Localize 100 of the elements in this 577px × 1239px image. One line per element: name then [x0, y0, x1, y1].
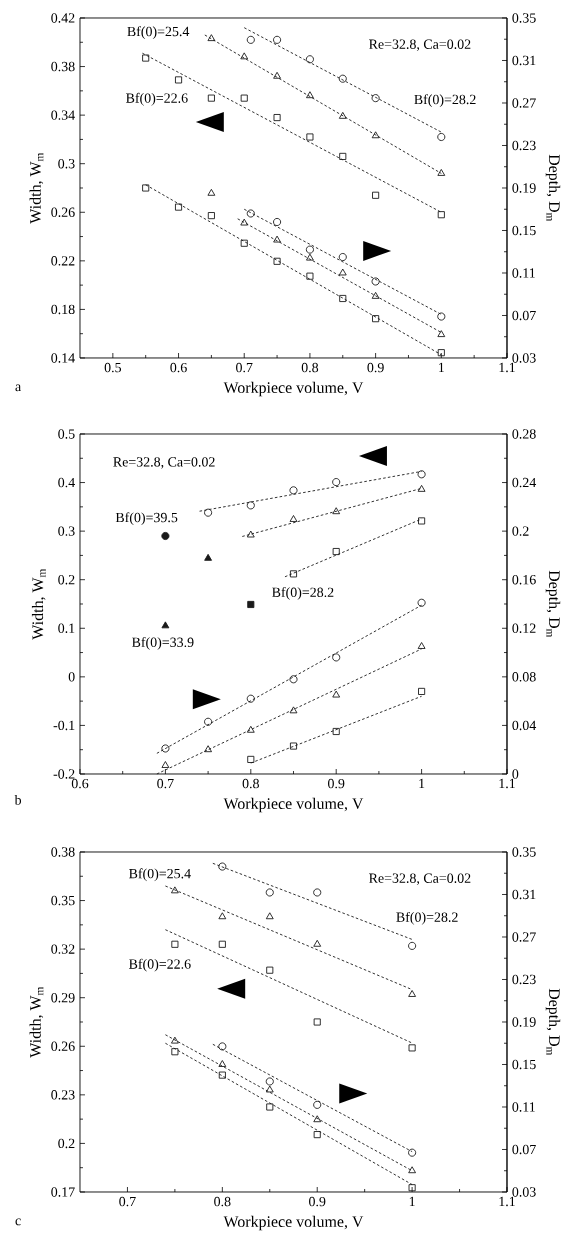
y-tick-label: -0.2	[53, 769, 75, 779]
point	[417, 598, 426, 607]
point	[171, 1048, 179, 1056]
x-tick-label: 1.1	[499, 778, 515, 789]
point	[265, 888, 274, 897]
y-axis-title: Width, W$_{m}$	[29, 986, 44, 1058]
point	[418, 687, 426, 695]
x-tick-label: 0.7	[236, 362, 253, 373]
x-tick-label: 0.6	[170, 362, 187, 373]
point	[437, 330, 446, 338]
point	[218, 862, 227, 871]
point	[265, 912, 274, 920]
x-tick-label: 1.1	[499, 1196, 515, 1207]
point	[161, 761, 170, 768]
annotation: Bf(0)=25.4	[127, 26, 190, 39]
annotation: Bf(0)=22.6	[129, 958, 191, 972]
y2-tick-label: 0.03	[512, 1187, 536, 1197]
y2-axis-title: Depth, D$_{m}$	[545, 988, 561, 1056]
point	[313, 1100, 322, 1109]
point	[306, 272, 314, 280]
text: b	[14, 794, 22, 805]
point	[246, 501, 255, 510]
point	[306, 253, 314, 261]
y-tick-label: 0.5	[58, 429, 75, 439]
point	[273, 71, 281, 79]
point	[273, 235, 281, 243]
point	[289, 486, 298, 495]
point	[218, 1071, 226, 1079]
point	[338, 74, 347, 83]
x-tick-label: 1	[409, 1196, 415, 1207]
point	[437, 349, 445, 357]
y-tick-label: 0.38	[51, 61, 75, 72]
point	[313, 1018, 321, 1026]
point	[408, 990, 417, 997]
point	[313, 1115, 322, 1123]
y2-tick-label: 0	[512, 769, 519, 779]
point	[289, 515, 298, 522]
y2-tick-label: 0.15	[512, 225, 536, 236]
point	[305, 245, 314, 254]
x-tick-label: 0.6	[71, 778, 89, 789]
y-axis-title: Width, W$_{m}$	[31, 568, 46, 640]
point	[417, 484, 426, 492]
point	[246, 725, 255, 733]
point	[142, 54, 150, 62]
y-tick-label: 0.22	[51, 256, 75, 266]
point	[207, 188, 216, 196]
point	[218, 1060, 227, 1067]
point	[306, 133, 314, 141]
x-tick-label: 0.8	[301, 362, 319, 373]
point	[266, 966, 274, 974]
y-tick-label: 0.2	[58, 574, 75, 585]
point	[313, 888, 322, 897]
point	[207, 212, 215, 220]
point	[218, 912, 227, 920]
y2-tick-label: 0.31	[512, 889, 536, 900]
point	[417, 642, 426, 649]
point	[273, 35, 282, 44]
point	[240, 218, 249, 226]
point	[332, 507, 341, 515]
x-tick-label: 0.7	[119, 1196, 136, 1207]
point	[218, 1042, 227, 1051]
annotation: Bf(0)=28.2	[414, 94, 476, 107]
x-tick-label: 0.9	[367, 362, 384, 373]
point	[332, 478, 341, 487]
y-tick-label: -0.1	[53, 720, 75, 731]
y-tick-label: 0.34	[51, 110, 75, 120]
point	[171, 940, 179, 948]
y-tick-label: 0.42	[51, 13, 75, 23]
y2-tick-label: 0.23	[512, 974, 536, 985]
point	[175, 203, 183, 211]
y2-tick-label: 0.12	[512, 623, 536, 634]
annotation: Re=32.8, Ca=0.02	[369, 39, 471, 51]
y2-axis-title: Depth, D$_{m}$	[545, 570, 561, 638]
point	[170, 1036, 179, 1044]
point	[240, 239, 248, 247]
point	[306, 91, 314, 99]
point	[289, 706, 298, 714]
point	[332, 727, 340, 736]
point	[240, 94, 248, 102]
y2-tick-label: 0.31	[512, 55, 536, 66]
y2-tick-label: 0.27	[512, 932, 536, 942]
point	[246, 35, 255, 44]
point	[142, 184, 150, 192]
annotation: Bf(0)=39.5	[115, 512, 178, 526]
point	[339, 294, 347, 303]
point	[218, 940, 226, 948]
x-axis-title: Workpiece volume, V	[223, 381, 364, 397]
point	[273, 217, 282, 227]
y2-tick-label: 0.35	[512, 13, 536, 23]
point	[247, 600, 255, 609]
text: c	[15, 1218, 21, 1226]
point	[204, 717, 213, 726]
point	[161, 531, 170, 541]
point	[273, 114, 281, 122]
point	[408, 1148, 417, 1157]
point	[338, 111, 347, 119]
point	[371, 291, 380, 299]
point	[437, 132, 446, 142]
point	[408, 1166, 417, 1174]
y-tick-label: 0.17	[51, 1187, 75, 1197]
